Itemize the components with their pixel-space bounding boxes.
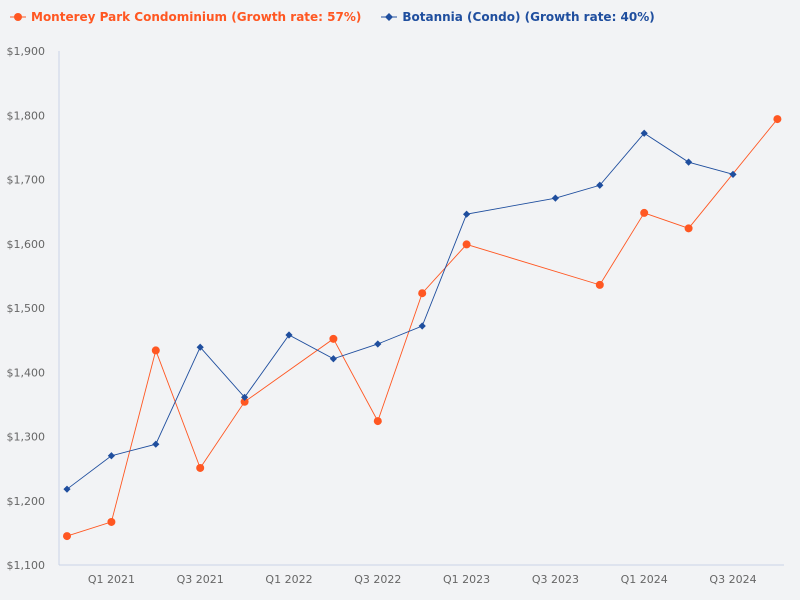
- data-point: [196, 343, 204, 351]
- y-tick-label: $1,600: [7, 238, 46, 251]
- data-point: [329, 355, 337, 363]
- data-point: [596, 181, 604, 189]
- data-point: [240, 397, 249, 406]
- x-tick-label: Q1 2023: [443, 573, 490, 586]
- y-tick-label: $1,800: [7, 109, 46, 122]
- data-point: [107, 452, 115, 460]
- x-tick-label: Q1 2021: [88, 573, 135, 586]
- data-point: [196, 463, 205, 472]
- data-point: [463, 210, 471, 218]
- data-point: [684, 224, 693, 233]
- y-tick-label: $1,100: [7, 559, 46, 572]
- data-point: [151, 346, 160, 355]
- data-point: [152, 440, 160, 448]
- data-point: [63, 485, 71, 493]
- data-point: [640, 208, 649, 217]
- data-point: [729, 170, 737, 178]
- series-line-1: [66, 132, 734, 490]
- y-tick-label: $1,400: [7, 366, 46, 379]
- x-tick-label: Q3 2021: [177, 573, 224, 586]
- diamond-marker-icon: [381, 13, 398, 21]
- data-point: [773, 115, 782, 124]
- circle-marker-icon: [10, 13, 26, 21]
- legend: Monterey Park Condominium (Growth rate: …: [10, 10, 655, 24]
- data-point: [418, 322, 426, 330]
- x-tick-label: Q3 2022: [354, 573, 401, 586]
- y-tick-label: $1,200: [7, 495, 46, 508]
- data-point: [241, 393, 249, 401]
- data-point: [329, 334, 338, 343]
- legend-label: Monterey Park Condominium (Growth rate: …: [31, 10, 362, 24]
- x-tick-label: Q1 2022: [265, 573, 312, 586]
- data-point: [373, 417, 382, 426]
- data-point: [285, 331, 293, 339]
- data-point: [595, 280, 604, 289]
- y-tick-label: $1,900: [7, 45, 46, 58]
- legend-item-monterey[interactable]: Monterey Park Condominium (Growth rate: …: [10, 10, 361, 24]
- y-tick-label: $1,500: [7, 302, 46, 315]
- y-tick-label: $1,300: [7, 431, 46, 444]
- data-point: [685, 158, 693, 166]
- y-tick-label: $1,700: [7, 174, 46, 187]
- legend-label: Botannia (Condo) (Growth rate: 40%): [402, 10, 655, 24]
- data-point: [418, 289, 427, 298]
- data-point: [551, 194, 559, 202]
- legend-item-botannia[interactable]: Botannia (Condo) (Growth rate: 40%): [381, 10, 655, 24]
- data-point: [63, 532, 71, 541]
- x-tick-label: Q3 2024: [709, 573, 756, 586]
- data-point: [462, 240, 471, 249]
- data-point: [640, 129, 648, 137]
- data-point: [374, 340, 382, 348]
- x-tick-label: Q3 2023: [532, 573, 579, 586]
- x-tick-label: Q1 2024: [621, 573, 668, 586]
- data-point: [107, 517, 116, 526]
